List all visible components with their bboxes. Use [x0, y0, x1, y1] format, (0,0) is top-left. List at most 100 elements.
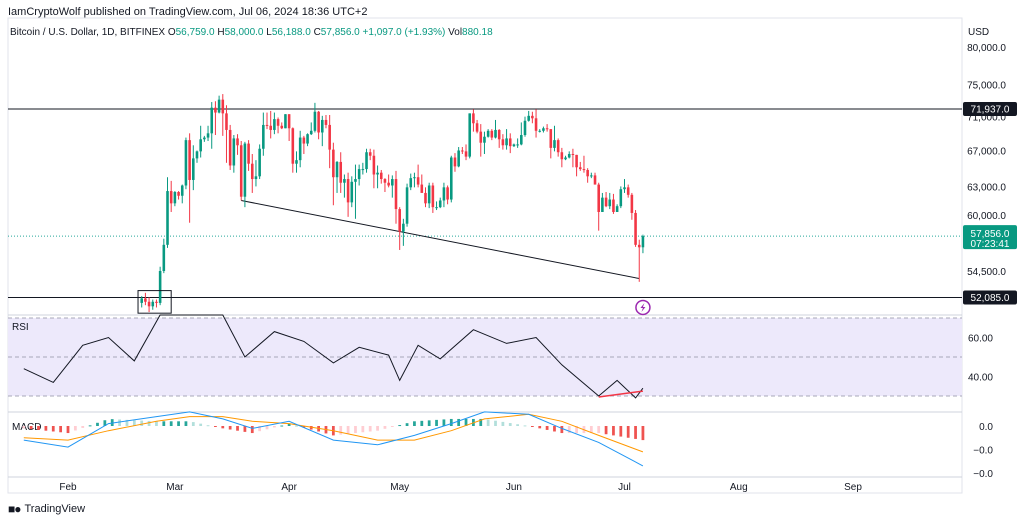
candle-body: [597, 184, 600, 212]
candle-body: [615, 206, 619, 212]
macd-histogram-bar: [442, 419, 446, 426]
candle-body: [206, 133, 210, 138]
candle-body: [446, 187, 449, 200]
macd-histogram-bar: [280, 425, 284, 427]
candle-body: [545, 128, 549, 130]
candle-body: [601, 197, 604, 212]
candle-body: [523, 120, 527, 136]
candle-body: [166, 191, 169, 245]
candle-body: [556, 140, 560, 153]
macd-histogram-bar: [626, 426, 630, 438]
macd-histogram-bar: [118, 419, 121, 426]
low-value: 56,188.0: [271, 27, 311, 38]
macd-histogram-bar: [560, 426, 564, 434]
candle-body: [357, 169, 361, 180]
close-value: 57,856.0: [320, 27, 360, 38]
macd-histogram-bar: [420, 420, 424, 426]
candle-body: [604, 197, 608, 207]
macd-histogram-bar: [125, 419, 129, 426]
candle-body: [258, 148, 261, 177]
candle-body: [383, 179, 387, 183]
candle-body: [225, 113, 228, 130]
candle-body: [214, 107, 217, 113]
candle-body: [313, 111, 317, 131]
candle-body: [350, 181, 354, 203]
macd-histogram-bar: [132, 420, 136, 426]
change-value: +1,097.0 (+1.93%): [362, 27, 446, 38]
time-tick-label: Mar: [166, 482, 184, 493]
macd-histogram-bar: [538, 426, 542, 429]
macd-histogram-bar: [619, 426, 623, 437]
macd-histogram-bar: [73, 426, 77, 431]
currency-label[interactable]: USD: [968, 27, 990, 38]
macd-histogram-bar: [634, 426, 637, 439]
candle-body: [140, 298, 143, 303]
candle-body: [368, 152, 372, 156]
candle-body: [501, 139, 505, 146]
time-tick-label: Jul: [618, 482, 631, 493]
candle-body: [184, 140, 188, 186]
descending-trendline: [241, 199, 640, 280]
macd-histogram-bar: [29, 426, 33, 430]
symbol-name[interactable]: Bitcoin / U.S. Dollar, 1D, BITFINEX: [10, 27, 166, 38]
candle-body: [232, 138, 236, 166]
candle-body: [542, 128, 545, 131]
tradingview-footer[interactable]: ■● TradingView: [8, 502, 85, 516]
macd-histogram-bar: [236, 426, 239, 431]
candle-body: [335, 161, 339, 178]
candle-body: [435, 207, 438, 209]
rsi-tick-label: 60.00: [968, 334, 993, 345]
macd-histogram-bar: [516, 424, 520, 426]
candle-body: [520, 135, 523, 145]
macd-histogram-bar: [612, 426, 615, 436]
macd-histogram-bar: [309, 426, 313, 430]
candle-body: [490, 130, 494, 138]
macd-histogram-bar: [37, 426, 40, 430]
candle-body: [287, 114, 291, 129]
macd-histogram-bar: [265, 426, 269, 430]
candle-body: [276, 119, 280, 126]
candle-body: [416, 177, 420, 185]
candle-body: [505, 138, 508, 146]
macd-signal-line: [23, 413, 644, 453]
candle-body: [298, 137, 302, 161]
candle-body: [641, 236, 645, 248]
macd-histogram-bar: [575, 426, 578, 434]
resistance-price-badge: 71,937.0: [971, 104, 1010, 115]
macd-histogram-bar: [88, 425, 92, 427]
candle-body: [321, 119, 324, 133]
macd-histogram-bar: [457, 418, 461, 426]
candle-body: [637, 244, 641, 248]
candle-body: [394, 179, 398, 210]
candle-body: [560, 152, 564, 160]
rsi-tick-label: 40.00: [968, 373, 993, 384]
candle-body: [177, 192, 180, 196]
candle-body: [284, 114, 287, 129]
candle-body: [461, 150, 464, 152]
candle-body: [302, 137, 306, 144]
candle-body: [291, 128, 295, 164]
macd-histogram-bar: [597, 426, 601, 434]
price-tick-label: 67,000.0: [967, 146, 1006, 157]
candle-body: [162, 244, 166, 271]
macd-histogram-bar: [449, 418, 453, 426]
candle-body: [612, 199, 615, 212]
candle-body: [188, 140, 191, 180]
time-tick-label: Apr: [281, 482, 297, 493]
countdown-badge: 07:23:41: [971, 239, 1010, 250]
macd-histogram-bar: [427, 420, 431, 426]
tradingview-brand: TradingView: [24, 503, 86, 515]
publisher-line: IamCryptoWolf published on TradingView.c…: [8, 6, 368, 18]
macd-histogram-bar: [162, 421, 166, 426]
consolidation-box: [137, 290, 172, 314]
macd-histogram-bar: [464, 418, 468, 426]
candle-body: [169, 191, 173, 204]
candle-body: [431, 185, 435, 208]
candle-body: [516, 144, 519, 146]
macd-tick-label: 0.0: [979, 422, 993, 433]
candle-body: [527, 115, 530, 121]
candle-body: [623, 187, 626, 190]
macd-histogram-bar: [51, 426, 55, 432]
support-price-badge: 52,085.0: [971, 293, 1010, 304]
